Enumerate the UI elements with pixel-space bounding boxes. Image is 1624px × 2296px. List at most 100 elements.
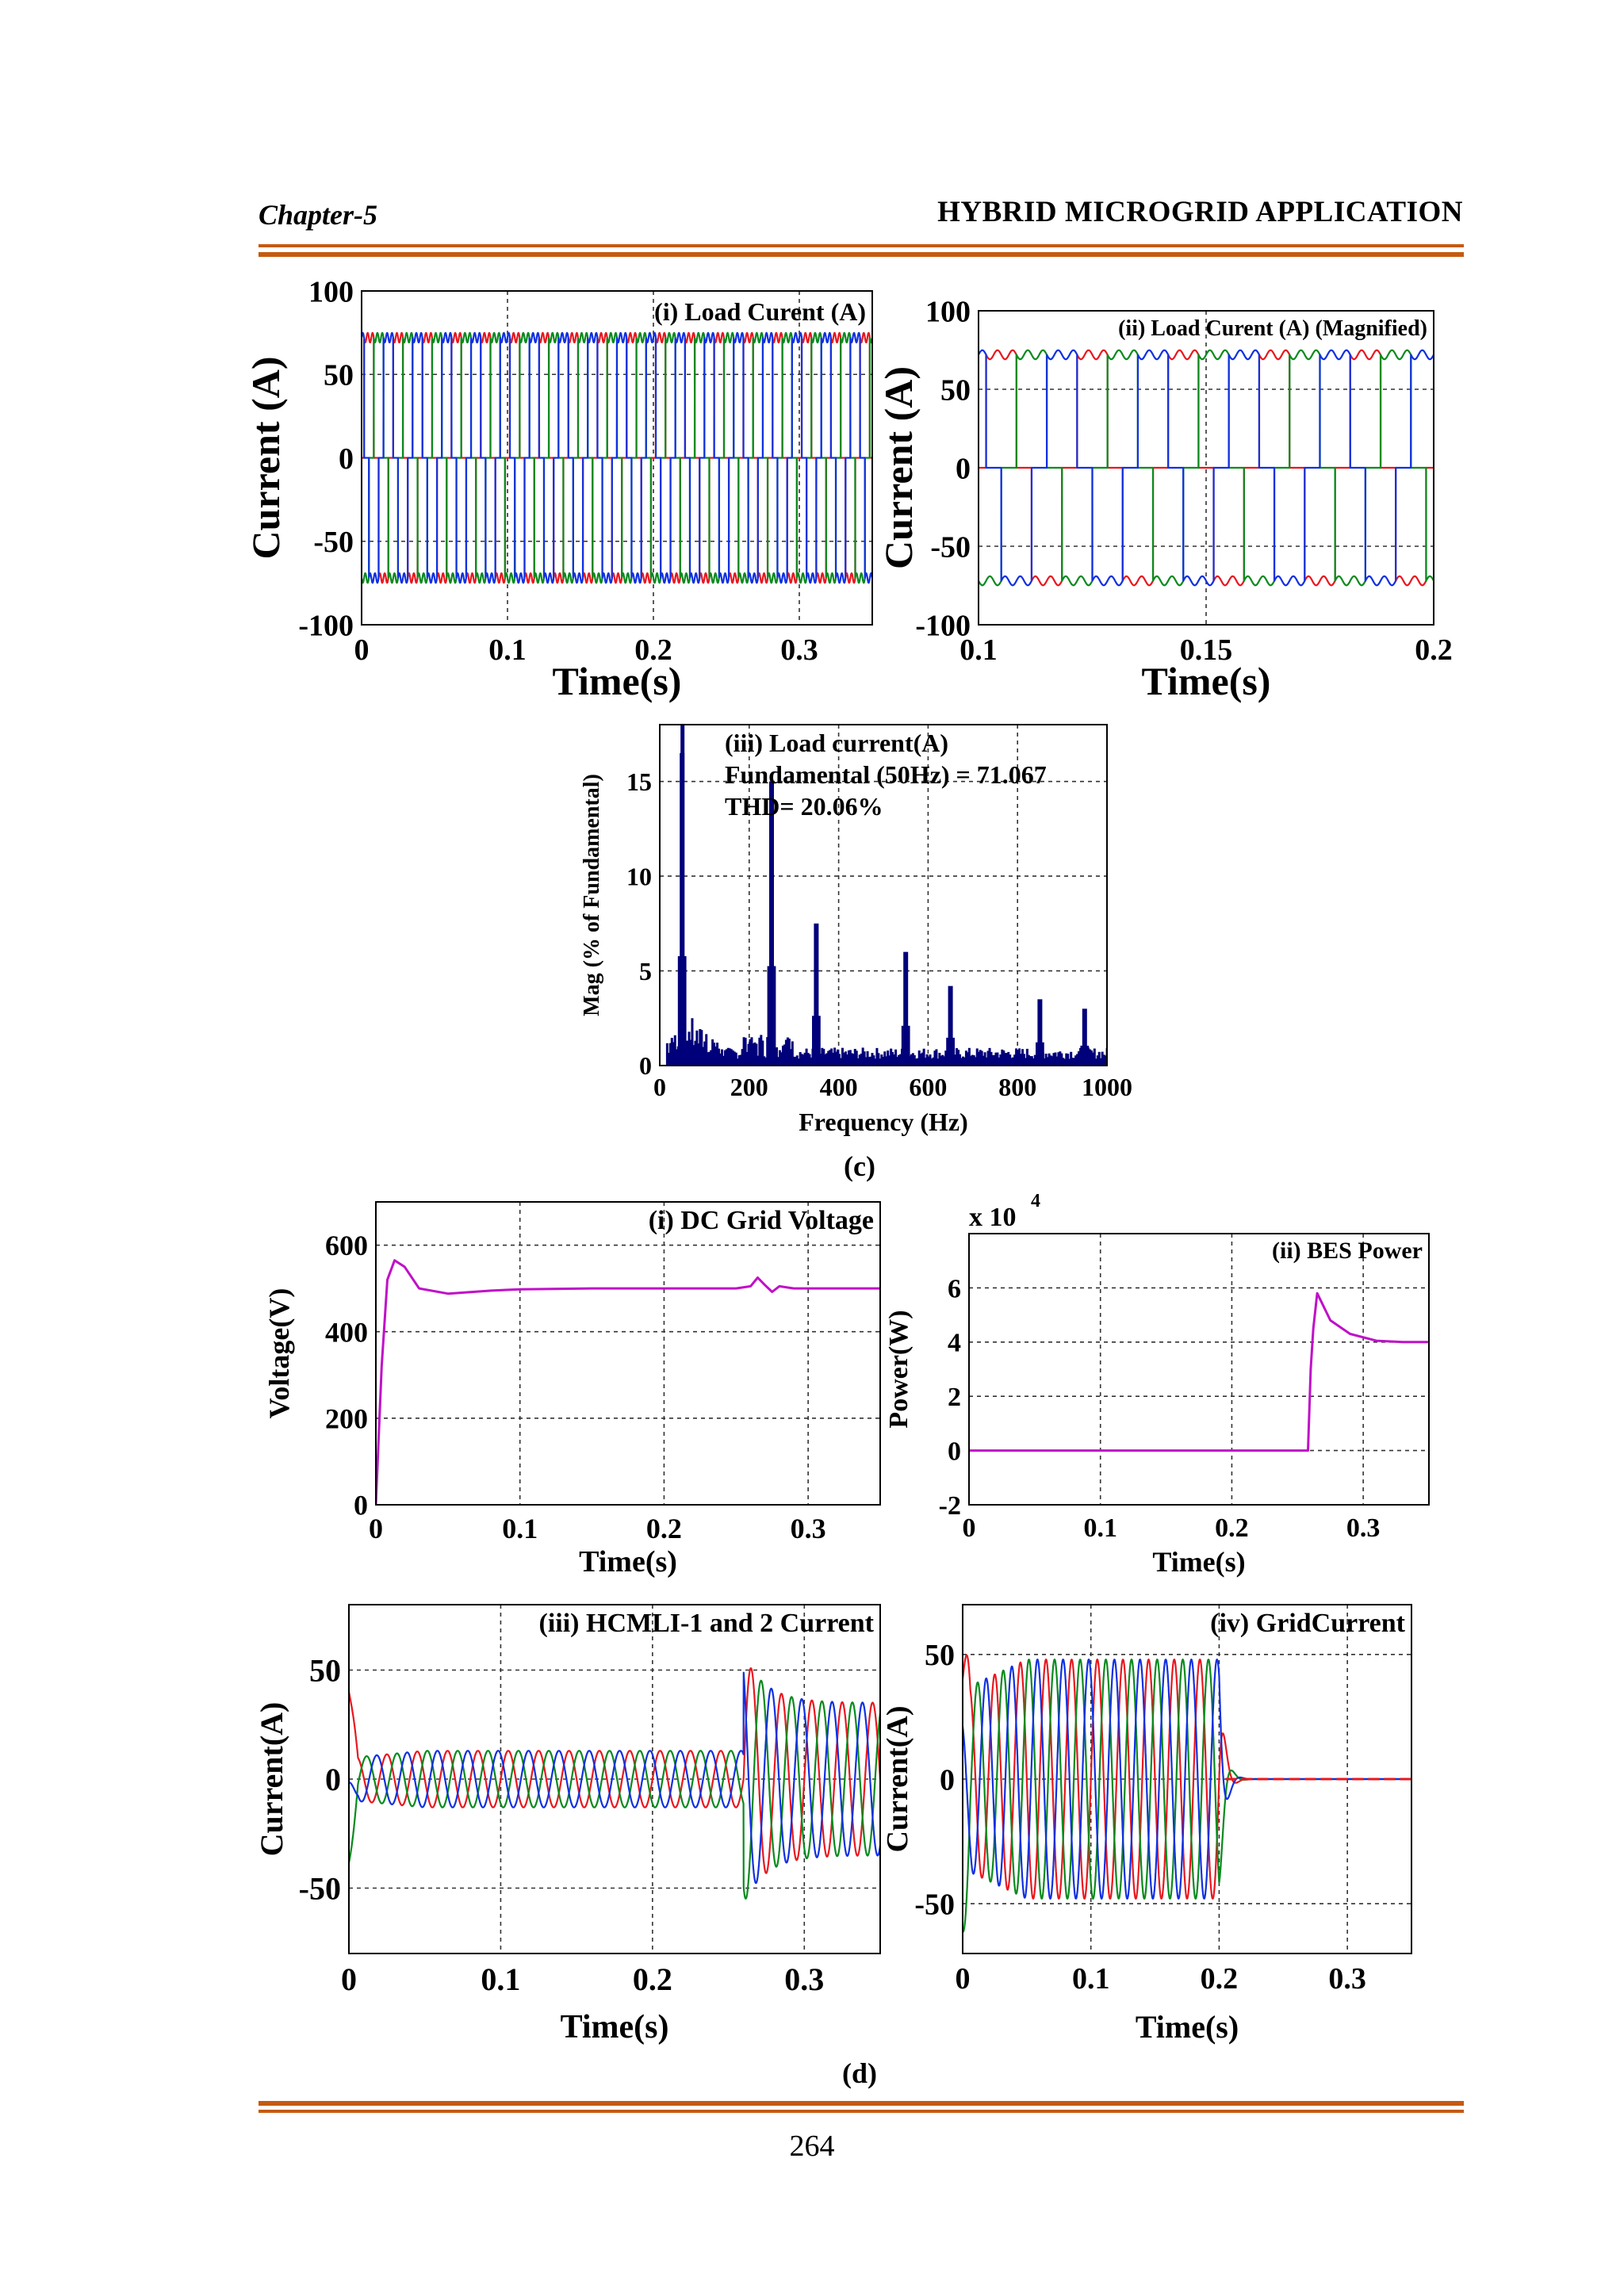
y-tick-label: -50: [930, 530, 971, 564]
x-axis-label: Time(s): [553, 659, 682, 703]
spectrum-bin: [779, 1052, 783, 1066]
plot-frame: [348, 1604, 881, 1954]
spectrum-bin: [802, 1054, 805, 1066]
x-axis-label: Time(s): [1136, 2009, 1239, 2045]
spectrum-bin: [874, 1058, 877, 1066]
spectrum-bin: [932, 1057, 935, 1066]
y-multiplier-exponent: 4: [1031, 1191, 1040, 1211]
spectrum-bin: [694, 1040, 697, 1066]
hcmli_current-chart: 0 0.1 0.2 0.3 50 0 -50 Time(s) Current(A) (iii) H…: [254, 1604, 881, 2045]
x-tick-label: 0.3: [784, 1961, 824, 1997]
spectrum-bin: [891, 1052, 894, 1066]
grid_current-chart: 0 0.1 0.2 0.3 50 0 -50 Time(s) Current(A) (iv) Gr…: [881, 1604, 1412, 2045]
spectrum-bin: [800, 1054, 803, 1066]
spectrum-bin: [761, 1040, 764, 1066]
chart-annotation: THD= 20.06%: [725, 792, 883, 821]
spectrum-bin: [954, 1054, 957, 1066]
spectrum-bin: [925, 1054, 929, 1066]
spectrum-bin: [781, 1045, 784, 1066]
spectrum-bin: [783, 1044, 786, 1066]
x-tick-label: 0.3: [780, 633, 818, 667]
spectrum-bin: [1090, 1050, 1093, 1066]
spectrum-bin: [1017, 1050, 1020, 1066]
spectrum-bin: [760, 1035, 763, 1066]
spectrum-bin: [877, 1053, 880, 1066]
spectrum-bin: [742, 1037, 745, 1066]
spectrum-bin: [924, 1058, 927, 1066]
spectrum-bin: [1074, 1055, 1078, 1066]
x-tick-label: 0.1: [1072, 1962, 1110, 1996]
spectrum-bin: [784, 1039, 787, 1066]
y-tick-label: 0: [948, 1437, 961, 1467]
series-blue: [979, 349, 1434, 587]
plot-frame: [375, 1201, 881, 1506]
spectrum-bin: [969, 1055, 972, 1066]
spectrum-bin: [998, 1057, 1001, 1066]
x-tick-label: 0: [653, 1073, 666, 1101]
spectrum-bin: [922, 1048, 925, 1066]
spectrum-bin: [991, 1054, 994, 1066]
spectrum-bin: [736, 1058, 739, 1066]
x-tick-label: 0.1: [959, 633, 998, 667]
y-tick-label: 10: [626, 862, 652, 890]
spectrum-bin: [842, 1052, 845, 1066]
y-axis-label: Power(W): [884, 1310, 914, 1428]
spectrum-bin: [821, 1047, 824, 1066]
x-tick-label: 0.3: [1328, 1962, 1366, 1996]
spectrum-bin: [879, 1058, 882, 1066]
spectrum-bin: [916, 1058, 919, 1066]
fundamental-bar: [680, 725, 685, 1066]
spectrum-bin: [753, 1042, 756, 1066]
spectrum-bin: [808, 1054, 811, 1066]
harmonic-bar: [814, 923, 819, 1066]
spectrum-bin: [841, 1047, 844, 1066]
spectrum-bin: [1065, 1053, 1068, 1066]
spectrum-bin: [985, 1057, 988, 1066]
spectrum-bin: [883, 1051, 887, 1066]
x-tick-label: 0.2: [1215, 1513, 1249, 1543]
spectrum-bin: [986, 1050, 990, 1066]
x-axis-label: Time(s): [1142, 659, 1271, 703]
spectrum-bin: [716, 1043, 719, 1066]
spectrum-bin: [744, 1037, 747, 1066]
x-axis-label: Time(s): [579, 1545, 677, 1578]
spectrum-bin: [887, 1050, 890, 1066]
spectrum-bin: [1013, 1054, 1017, 1066]
y-tick-label: 50: [940, 373, 971, 407]
spectrum-bin: [779, 1050, 782, 1066]
x-tick-label: 0.1: [481, 1961, 520, 1997]
chart-title: (i) Load Curent (A): [654, 297, 866, 326]
harmonic-bar: [1082, 1008, 1087, 1066]
spectrum-bin: [930, 1058, 933, 1066]
spectrum-bin: [1049, 1055, 1052, 1066]
spectrum-bin: [957, 1050, 960, 1066]
spectrum-bin: [1070, 1051, 1073, 1066]
y-tick-label: 5: [639, 957, 652, 985]
plot-frame: [659, 724, 1108, 1066]
series-blue: [349, 1671, 880, 1885]
x-tick-label: 600: [909, 1073, 947, 1101]
spectrum-bin: [835, 1051, 838, 1066]
spectrum-bin: [787, 1039, 791, 1066]
spectrum-bin: [1048, 1053, 1051, 1066]
spectrum-bin: [822, 1048, 825, 1066]
spectrum-bin: [840, 1058, 843, 1066]
series-red: [979, 349, 1434, 587]
spectrum-bin: [888, 1055, 891, 1066]
chapter-label: Chapter-5: [259, 199, 378, 231]
y-axis-label: Voltage(V): [263, 1288, 295, 1419]
harmonic-sideband: [946, 1037, 950, 1066]
y-tick-label: 400: [325, 1316, 368, 1348]
spectrum-bin: [845, 1054, 848, 1066]
spectrum-bin: [747, 1043, 750, 1066]
spectrum-bin: [726, 1047, 730, 1066]
chart-title: (iii) Load current(A): [725, 729, 948, 757]
y-tick-label: 0: [956, 452, 971, 485]
spectrum-bin: [927, 1056, 930, 1066]
y-tick-label: 0: [339, 442, 354, 476]
spectrum-bin: [1093, 1048, 1096, 1066]
x-tick-label: 0: [369, 1513, 383, 1544]
spectrum-bin: [794, 1056, 797, 1066]
spectrum-bin: [979, 1050, 982, 1066]
spectrum-bin: [1024, 1058, 1027, 1066]
